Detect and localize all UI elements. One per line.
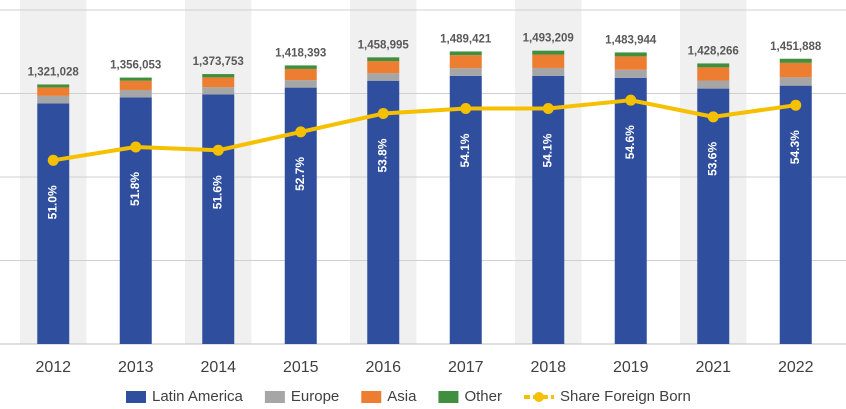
total-label: 1,373,753	[193, 56, 244, 68]
bar-segment	[367, 73, 400, 81]
share-label: 53.6%	[705, 142, 719, 176]
total-label: 1,493,209	[523, 33, 574, 45]
bar-segment	[284, 68, 317, 81]
share-label: 52.7%	[293, 157, 307, 191]
x-tick-label: 2016	[365, 359, 401, 376]
bar-segment	[449, 55, 482, 69]
legend-swatch	[438, 391, 459, 403]
total-label: 1,458,995	[358, 39, 410, 51]
bar-segment	[119, 80, 152, 90]
bar-segment	[37, 103, 70, 344]
share-point	[707, 111, 719, 123]
share-label: 54.6%	[623, 125, 637, 159]
x-tick-label: 2021	[695, 359, 731, 376]
x-tick-label: 2014	[200, 359, 236, 376]
bar-segment	[449, 75, 482, 344]
share-label: 51.6%	[210, 175, 224, 209]
bar-segment	[202, 74, 235, 78]
bar-segment	[202, 77, 235, 88]
share-label: 54.1%	[458, 133, 472, 167]
share-point	[625, 94, 637, 106]
x-tick-label: 2022	[778, 359, 814, 376]
x-tick-label: 2017	[448, 359, 484, 376]
bar-segment	[202, 87, 235, 95]
bar-segment	[284, 65, 317, 69]
bar-segment	[779, 58, 812, 63]
bar-segment	[532, 54, 565, 68]
share-line	[52, 98, 797, 163]
total-label: 1,321,028	[28, 66, 80, 78]
share-point	[542, 103, 554, 115]
total-label: 1,489,421	[440, 33, 492, 45]
bar-segment	[532, 75, 565, 344]
bar-segment	[367, 61, 400, 74]
bar-segment	[449, 68, 482, 76]
legend-swatch	[126, 391, 146, 403]
total-label: 1,451,888	[770, 41, 822, 53]
bar-segment	[284, 87, 317, 344]
share-point	[130, 141, 142, 153]
share-label: 51.0%	[45, 185, 59, 219]
legend-swatch	[264, 391, 285, 403]
bar-segment	[614, 52, 647, 57]
x-tick-label: 2015	[283, 359, 319, 376]
bar-segment	[532, 50, 565, 55]
bar-segment	[779, 62, 812, 78]
bar-segment	[37, 84, 70, 88]
total-label: 1,428,266	[688, 45, 739, 57]
bar-segment	[202, 94, 235, 344]
bar-segment	[697, 88, 730, 345]
legend-swatch	[361, 391, 382, 403]
share-point	[460, 103, 472, 115]
bar-segment	[697, 63, 730, 68]
share-point	[295, 126, 307, 138]
legend-label: Europe	[291, 388, 339, 405]
total-label: 1,418,393	[275, 47, 326, 59]
bar-segment	[697, 80, 730, 89]
total-label: 1,356,053	[110, 60, 161, 72]
share-point	[212, 144, 224, 156]
bar-segment	[614, 69, 647, 78]
legend-label: Latin America	[152, 388, 244, 405]
bar-segment	[37, 87, 70, 96]
legend-label: Asia	[387, 388, 417, 405]
share-point	[377, 108, 389, 120]
bar-segment	[614, 77, 647, 345]
bar-segment	[779, 77, 812, 86]
share-label: 54.3%	[788, 130, 802, 164]
share-point	[47, 154, 59, 166]
x-tick-label: 2018	[530, 359, 566, 376]
share-label: 53.8%	[375, 138, 389, 172]
legend-swatch	[533, 392, 544, 402]
bar-segment	[37, 95, 70, 104]
share-point	[790, 99, 802, 111]
bar-segment	[449, 51, 482, 56]
bar-segment	[119, 89, 152, 98]
x-tick-label: 2012	[35, 359, 71, 376]
x-tick-label: 2013	[118, 359, 154, 376]
x-tick-label: 2019	[613, 359, 649, 376]
bar-segment	[367, 57, 400, 62]
share-label: 51.8%	[128, 172, 142, 206]
bar-segment	[119, 77, 152, 81]
bar-segment	[614, 56, 647, 70]
bar-segment	[119, 97, 152, 344]
bar-segment	[779, 85, 812, 344]
bar-segment	[532, 67, 565, 76]
total-label: 1,483,944	[605, 34, 657, 46]
bar-segment	[367, 80, 400, 345]
legend-label: Other	[464, 388, 502, 405]
bar-segment	[697, 67, 730, 81]
legend-label: Share Foreign Born	[560, 388, 691, 405]
share-label: 54.1%	[540, 133, 554, 167]
bar-segment	[284, 80, 317, 88]
